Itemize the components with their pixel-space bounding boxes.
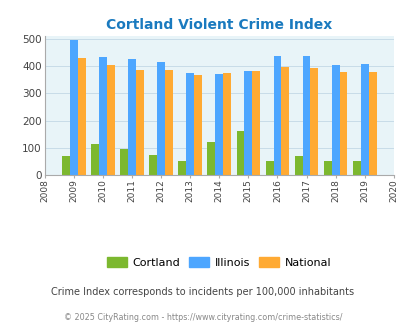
Bar: [273, 56, 281, 175]
Bar: [223, 73, 230, 175]
Bar: [339, 72, 347, 175]
Bar: [107, 65, 114, 175]
Bar: [281, 67, 288, 175]
Title: Cortland Violent Crime Index: Cortland Violent Crime Index: [106, 18, 332, 32]
Bar: [310, 68, 318, 175]
Bar: [70, 40, 77, 175]
Bar: [128, 59, 136, 175]
Bar: [244, 71, 252, 175]
Text: Crime Index corresponds to incidents per 100,000 inhabitants: Crime Index corresponds to incidents per…: [51, 287, 354, 297]
Bar: [352, 161, 360, 175]
Bar: [236, 131, 244, 175]
Bar: [164, 70, 173, 175]
Bar: [77, 58, 85, 175]
Bar: [302, 56, 310, 175]
Bar: [178, 161, 186, 175]
Bar: [252, 71, 260, 175]
Bar: [368, 72, 375, 175]
Bar: [294, 156, 302, 175]
Bar: [136, 70, 143, 175]
Bar: [91, 145, 99, 175]
Bar: [194, 75, 201, 175]
Bar: [360, 64, 368, 175]
Bar: [215, 74, 223, 175]
Bar: [149, 154, 157, 175]
Bar: [323, 161, 331, 175]
Bar: [186, 73, 194, 175]
Bar: [207, 142, 215, 175]
Bar: [62, 156, 70, 175]
Text: © 2025 CityRating.com - https://www.cityrating.com/crime-statistics/: © 2025 CityRating.com - https://www.city…: [64, 313, 341, 322]
Bar: [331, 65, 339, 175]
Bar: [99, 57, 107, 175]
Legend: Cortland, Illinois, National: Cortland, Illinois, National: [102, 252, 335, 272]
Bar: [265, 161, 273, 175]
Bar: [157, 62, 164, 175]
Bar: [120, 148, 128, 175]
